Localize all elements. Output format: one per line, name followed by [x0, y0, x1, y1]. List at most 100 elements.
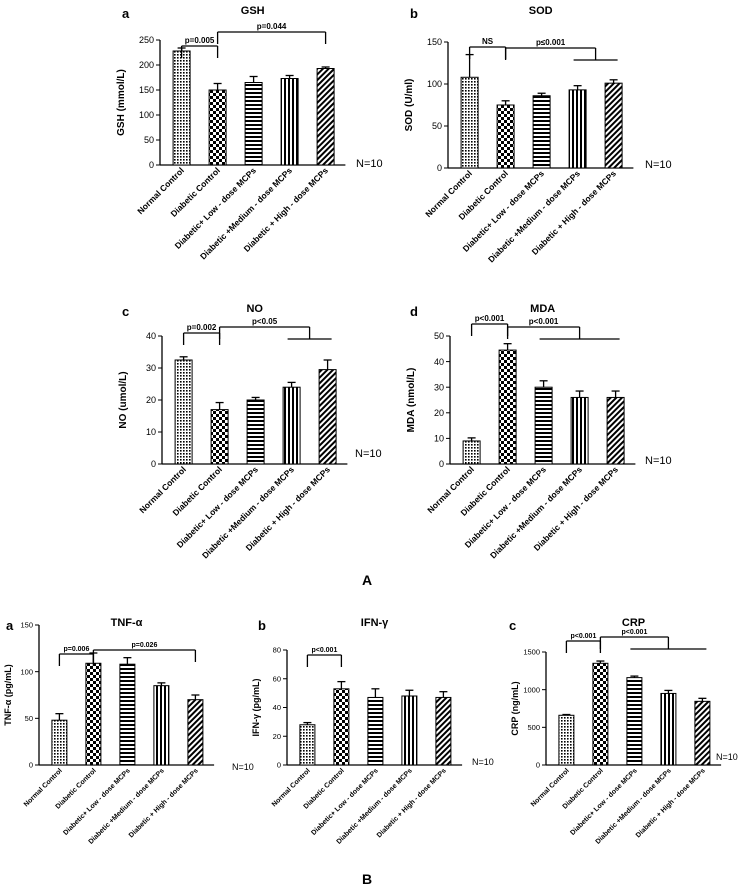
y-tick-label: 20 — [434, 408, 444, 418]
category-label: Diabetic+ Low - dose MCPs — [310, 767, 380, 837]
category-label: Diabetic + High - dose MCPs — [635, 767, 707, 839]
panel-letter: c — [122, 304, 129, 319]
y-tick-label: 80 — [273, 646, 281, 655]
significance-bracket: p=0.026 — [92, 642, 197, 662]
category-label: Diabetic +Medium - dose MCPs — [336, 767, 414, 845]
bar — [333, 688, 350, 766]
y-axis-label: NO (umol/L) — [118, 371, 129, 428]
n-label: N=10 — [645, 159, 672, 171]
chart-title: NO — [246, 303, 263, 315]
bar — [367, 696, 384, 766]
p-value-label: p=0.005 — [185, 36, 215, 45]
p-value-label: p<0.001 — [475, 314, 505, 323]
bar — [210, 409, 229, 465]
bar — [462, 440, 481, 465]
bar — [119, 663, 136, 766]
y-axis-label: IFN-γ (pg/mL) — [251, 679, 261, 737]
y-tick-label: 20 — [273, 732, 281, 741]
chart-title: CRP — [622, 617, 645, 629]
y-tick-label: 0 — [151, 459, 156, 469]
bar — [401, 695, 418, 766]
category-label: Diabetic+ Low - dose MCPs — [569, 767, 639, 837]
panel-letter: d — [410, 304, 418, 319]
y-tick-label: 150 — [20, 621, 33, 630]
y-tick-label: 50 — [434, 331, 444, 341]
bar — [282, 386, 301, 465]
p-value-label: p≤0.001 — [536, 38, 566, 47]
category-label: Diabetic+ Low - dose MCPs — [62, 767, 132, 837]
y-tick-label: 10 — [146, 427, 156, 437]
y-tick-label: 0 — [536, 761, 540, 770]
significance-bracket: p=0.002 — [182, 323, 221, 345]
significance-bracket: p<0.001 — [599, 629, 707, 650]
y-tick-label: 0 — [29, 761, 33, 770]
bar — [280, 78, 299, 166]
y-tick-label: 50 — [25, 714, 33, 723]
n-label: N=10 — [232, 762, 254, 772]
y-tick-label: 100 — [20, 667, 33, 676]
panel-letter: a — [122, 6, 130, 21]
bar — [172, 50, 191, 166]
significance-bracket: p=0.044 — [216, 22, 327, 44]
p-value-label: p<0.05 — [252, 317, 278, 326]
bar — [51, 719, 68, 766]
y-axis-label: GSH (mmol/L) — [116, 69, 127, 136]
significance-bracket: p<0.001 — [565, 633, 602, 653]
figure-label-a: A — [362, 572, 372, 588]
bar — [606, 396, 625, 465]
y-axis-label: MDA (nmol/L) — [406, 368, 417, 433]
category-label: Diabetic +Medium - dose MCPs — [88, 767, 166, 845]
category-label: Diabetic +Medium - dose MCPs — [595, 767, 673, 845]
bar — [299, 724, 316, 766]
bar — [570, 396, 589, 465]
panel-letter: b — [410, 6, 418, 21]
bar — [318, 369, 337, 465]
bar — [246, 399, 265, 465]
bar — [694, 700, 711, 766]
n-label: N=10 — [472, 757, 494, 767]
y-tick-label: 50 — [432, 121, 442, 131]
n-label: N=10 — [716, 752, 738, 762]
bar — [174, 359, 193, 465]
n-label: N=10 — [356, 158, 383, 170]
y-tick-label: 100 — [427, 79, 442, 89]
y-tick-label: 40 — [434, 357, 444, 367]
bar — [460, 76, 479, 169]
significance-bracket: p≤0.001 — [504, 38, 618, 61]
y-axis-label: SOD (U/ml) — [404, 79, 415, 132]
p-value-label: p<0.001 — [570, 633, 596, 640]
bar — [568, 89, 587, 169]
bar — [558, 714, 575, 766]
y-tick-label: 250 — [139, 35, 154, 45]
y-tick-label: 40 — [146, 331, 156, 341]
y-tick-label: 50 — [144, 135, 154, 145]
y-tick-label: 500 — [527, 723, 540, 732]
chart-title: GSH — [241, 5, 265, 17]
y-axis-label: TNF-α (pg/mL) — [3, 664, 13, 726]
bar — [244, 82, 263, 166]
bar — [604, 82, 623, 169]
bar — [187, 699, 204, 766]
p-value-label: p<0.001 — [621, 629, 647, 636]
y-tick-label: 40 — [273, 703, 281, 712]
bar — [496, 104, 515, 169]
significance-bracket: p<0.001 — [470, 314, 509, 336]
y-tick-label: 1000 — [523, 685, 540, 694]
bar — [316, 68, 335, 166]
significance-bracket: p<0.001 — [306, 647, 343, 667]
significance-bracket: p=0.005 — [180, 36, 219, 58]
chart-title: MDA — [530, 303, 555, 315]
p-value-label: p=0.006 — [63, 646, 89, 653]
bar — [435, 696, 452, 766]
y-tick-label: 150 — [139, 85, 154, 95]
n-label: N=10 — [355, 448, 382, 460]
panel-letter: a — [6, 618, 14, 633]
